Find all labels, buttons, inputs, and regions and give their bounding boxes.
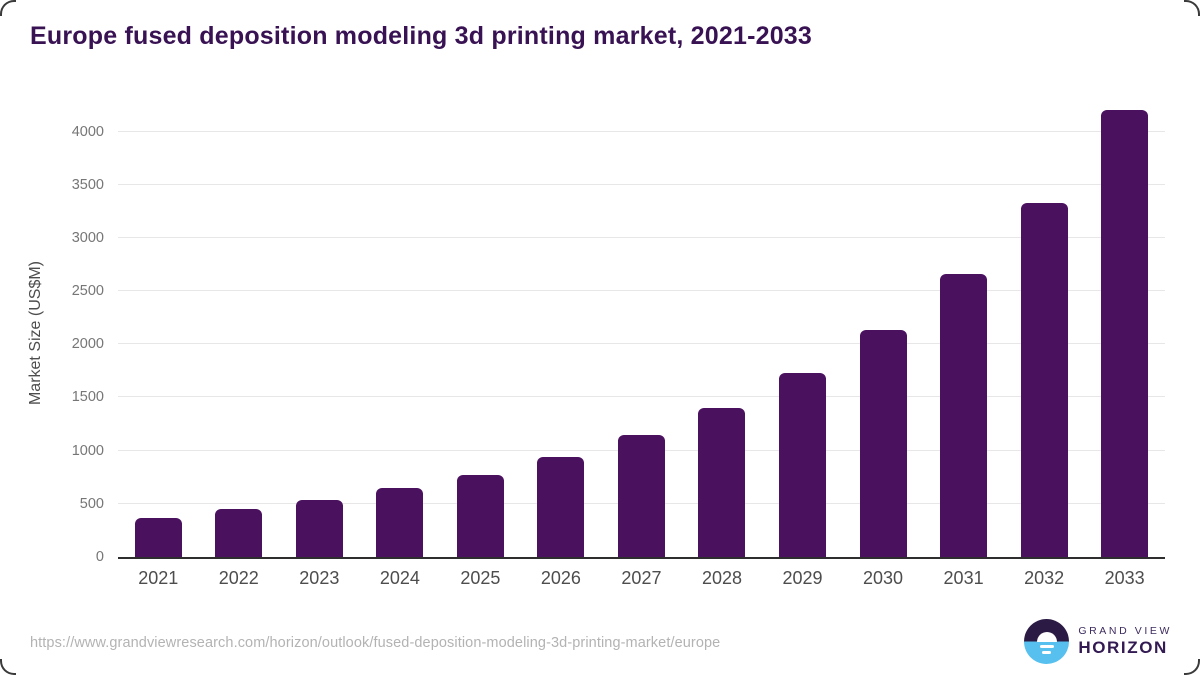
- y-tick-label-2500: 2500: [71, 283, 104, 300]
- y-tick-label-3500: 3500: [71, 176, 104, 193]
- logo-brand-name: GRAND VIEW: [1078, 625, 1172, 637]
- y-tick-label-0: 0: [95, 549, 104, 565]
- x-tick-label-2022: 2022: [218, 568, 259, 588]
- source-url: https://www.grandviewresearch.com/horizo…: [30, 635, 721, 651]
- x-tick-label-2026: 2026: [540, 568, 581, 588]
- bar-2021: [134, 517, 182, 557]
- sun-icon: [1036, 632, 1057, 642]
- gridline-2500: [118, 290, 1165, 292]
- bar-2027: [617, 435, 665, 557]
- bar-2023: [295, 499, 343, 557]
- x-tick-label-2021: 2021: [138, 568, 179, 588]
- bar-2024: [376, 488, 424, 557]
- logo-wordmark: GRAND VIEW HORIZON: [1078, 625, 1172, 658]
- x-tick-label-2025: 2025: [460, 568, 501, 588]
- gridline-3000: [118, 236, 1165, 238]
- x-tick-label-2031: 2031: [943, 568, 984, 588]
- y-tick-label-500: 500: [79, 495, 104, 512]
- sun-reflection-bar: [1039, 645, 1054, 648]
- bar-2033: [1101, 110, 1149, 557]
- bar-series: [118, 109, 1165, 557]
- y-tick-label-2000: 2000: [71, 336, 104, 353]
- x-tick-label-2023: 2023: [299, 568, 340, 588]
- card-corner-top-right: [1184, 0, 1200, 16]
- x-tick-label-2028: 2028: [701, 568, 742, 588]
- grandview-horizon-logo: GRAND VIEW HORIZON: [1024, 619, 1172, 664]
- gridline-3500: [118, 183, 1165, 185]
- bar-2030: [859, 330, 907, 557]
- y-tick-label-1500: 1500: [71, 389, 104, 406]
- x-tick-label-2032: 2032: [1024, 568, 1065, 588]
- bar-2026: [537, 457, 585, 557]
- gridline-2000: [118, 343, 1165, 345]
- x-tick-label-2029: 2029: [782, 568, 823, 588]
- gridline-1500: [118, 396, 1165, 398]
- card-corner-bottom-right: [1184, 659, 1200, 675]
- x-tick-label-2024: 2024: [379, 568, 420, 588]
- x-tick-label-2033: 2033: [1104, 568, 1145, 588]
- sun-reflection-bar: [1042, 650, 1052, 654]
- bar-2029: [779, 373, 827, 557]
- y-tick-label-4000: 4000: [71, 123, 104, 140]
- x-axis-labels: 2021 2022 2023 2024 2025 2026 2027 2028 2029 2030…: [118, 568, 1165, 589]
- plot-area: 0 500 1000 1500 2000 2500 3000 3500 4000: [72, 109, 1165, 565]
- bar-2028: [698, 408, 746, 557]
- horizon-sunrise-icon: [1024, 619, 1070, 664]
- bar-2022: [215, 509, 263, 557]
- x-tick-label-2027: 2027: [621, 568, 662, 588]
- chart-title: Europe fused deposition modeling 3d prin…: [30, 22, 813, 50]
- gridline-4000: [118, 130, 1165, 132]
- y-tick-label-1000: 1000: [71, 442, 104, 459]
- x-tick-label-2030: 2030: [863, 568, 904, 588]
- y-axis-title: Market Size (US$M): [27, 260, 44, 406]
- bar-2031: [940, 274, 988, 557]
- logo-product-name: HORIZON: [1078, 638, 1168, 657]
- bar-2025: [456, 474, 504, 557]
- card-corner-bottom-left: [0, 659, 16, 675]
- bar-2032: [1020, 202, 1068, 557]
- y-tick-label-3000: 3000: [71, 229, 104, 246]
- card-corner-top-left: [0, 0, 16, 16]
